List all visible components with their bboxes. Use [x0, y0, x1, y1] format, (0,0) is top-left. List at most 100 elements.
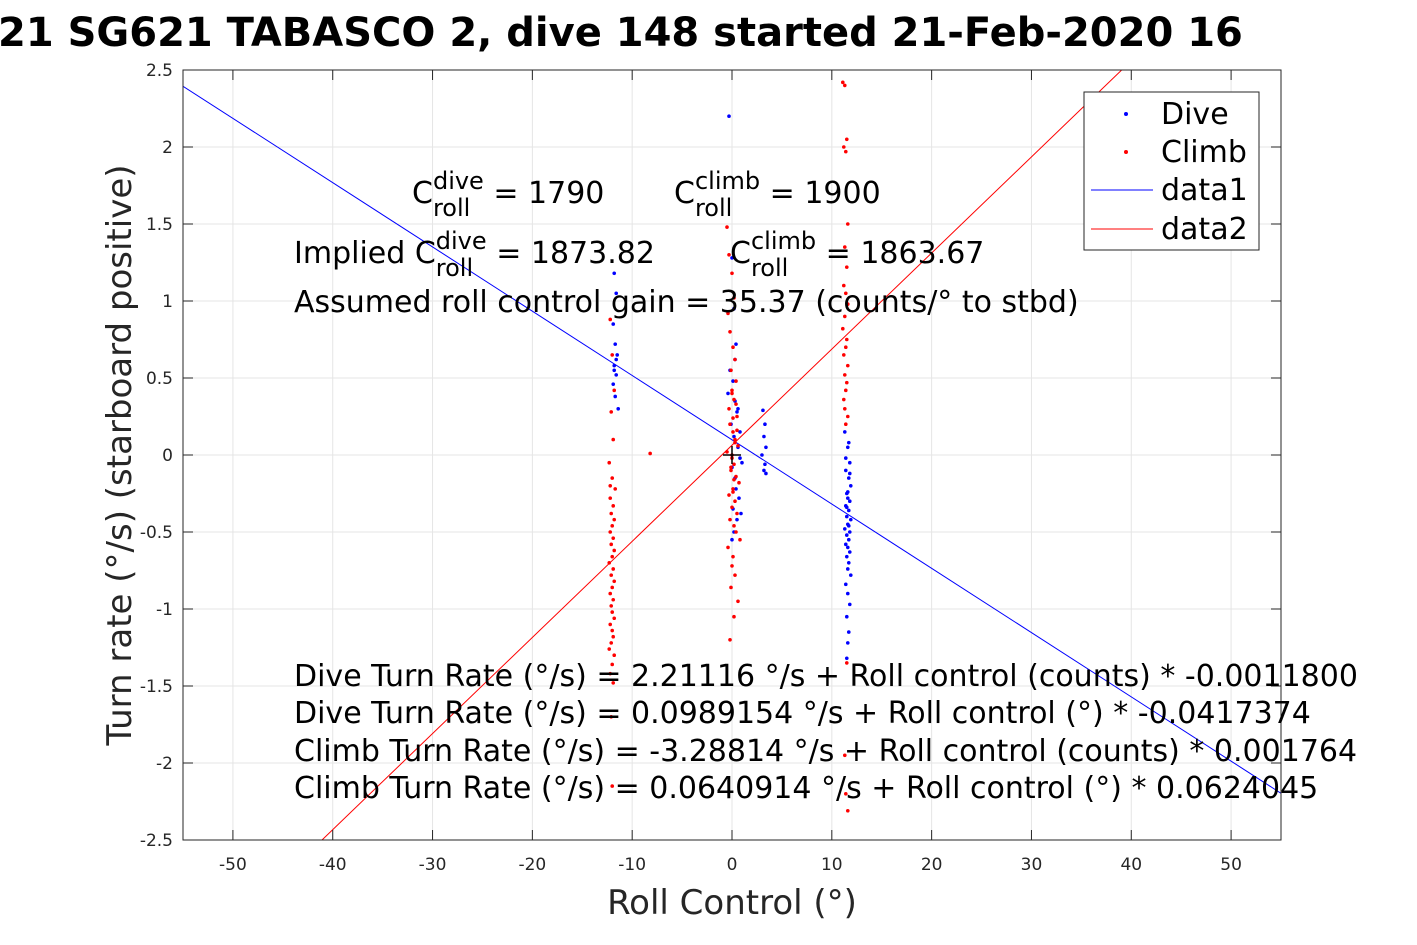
climb-point — [612, 548, 617, 553]
dive-point — [844, 614, 849, 619]
dive-point — [730, 537, 734, 542]
climb-point — [611, 597, 616, 602]
x-tick-label: 0 — [727, 855, 738, 875]
annotation-text: Dive Turn Rate (°/s) = 0.0989154 °/s + R… — [294, 696, 1311, 731]
dive-point — [847, 471, 852, 476]
dive-point — [848, 573, 853, 577]
annotation-5: Assumed roll control gain = 35.37 (count… — [294, 285, 1079, 320]
climb-point — [609, 542, 614, 547]
dive-point — [727, 114, 731, 118]
dive-point — [844, 656, 849, 661]
legend-marker-dive — [1124, 112, 1128, 116]
data-points — [607, 80, 853, 813]
climb-point — [608, 530, 613, 534]
climb-point — [734, 530, 738, 534]
annotation-superscript: dive — [436, 227, 487, 255]
x-tick-label: -40 — [319, 855, 347, 875]
annotation-text: C — [730, 236, 751, 271]
dive-point — [732, 306, 736, 311]
climb-point — [845, 414, 850, 419]
dive-point — [611, 322, 616, 326]
dive-point — [613, 342, 618, 346]
annotations: Cdive roll = 1790 Cclimb roll = 1900Implied… — [294, 167, 1358, 806]
climb-point — [731, 554, 735, 559]
climb-point — [607, 460, 612, 465]
dive-point — [843, 542, 848, 547]
dive-point — [846, 561, 851, 565]
annotation-text: Assumed roll control gain = 35.37 (count… — [294, 285, 1079, 320]
dive-point — [845, 641, 850, 645]
climb-point — [732, 397, 736, 402]
climb-point — [844, 661, 849, 665]
dive-point — [726, 391, 730, 396]
annotation-8: Climb Turn Rate (°/s) = -3.28814 °/s + R… — [294, 734, 1357, 769]
climb-point — [610, 610, 615, 614]
dive-point — [736, 407, 740, 411]
climb-point — [733, 440, 737, 445]
climb-point — [732, 614, 736, 619]
dive-point — [731, 379, 735, 383]
dive-point — [847, 530, 852, 534]
annotation-subscript: roll — [751, 254, 788, 282]
dive-point — [612, 271, 617, 276]
dive-point — [845, 490, 850, 494]
climb-point — [610, 476, 615, 480]
annotation-text: Implied C — [294, 236, 436, 271]
dive-point — [846, 476, 851, 480]
origin-marker — [723, 446, 741, 464]
climb-point — [842, 245, 847, 249]
dive-point — [848, 484, 853, 488]
climb-point — [845, 302, 850, 306]
climb-point — [611, 536, 616, 540]
climb-point — [733, 357, 737, 362]
annotation-text: C — [412, 176, 433, 211]
annotation-3: Implied Cdive roll = 1873.82 — [294, 227, 655, 282]
dive-point — [847, 499, 852, 504]
dive-point — [842, 527, 847, 531]
dive-point — [844, 514, 849, 519]
climb-point — [841, 397, 846, 402]
dive-point — [611, 382, 616, 386]
dive-point — [764, 471, 768, 476]
climb-point — [734, 474, 738, 479]
climb-point — [737, 480, 741, 485]
dive-point — [846, 508, 851, 513]
dive-point — [843, 456, 848, 460]
climb-point — [728, 422, 732, 427]
legend-label: data1 — [1161, 173, 1248, 208]
climb-point — [611, 504, 616, 508]
climb-point — [611, 681, 616, 685]
climb-point — [844, 137, 849, 142]
climb-point — [843, 291, 848, 296]
dive-point — [738, 430, 742, 434]
chart-title: 21 SG621 TABASCO 2, dive 148 started 21-… — [0, 10, 1243, 56]
x-tick-label: 50 — [1220, 855, 1242, 875]
climb-point — [608, 671, 613, 676]
dive-point — [847, 602, 852, 607]
climb-point — [843, 388, 848, 393]
dive-point — [730, 256, 734, 260]
climb-point — [725, 450, 729, 454]
legend-marker-climb — [1124, 150, 1128, 154]
annotation-text: = 1900 — [760, 176, 881, 211]
climb-point — [613, 487, 618, 491]
climb-point — [730, 388, 734, 393]
x-tick-label: 20 — [921, 855, 943, 875]
climb-point — [842, 314, 847, 319]
x-tick-label: 40 — [1120, 855, 1142, 875]
y-tick-label: 2 — [162, 138, 173, 158]
climb-point — [608, 591, 613, 596]
climb-point — [731, 490, 735, 494]
climb-point — [609, 604, 614, 608]
dive-point — [762, 434, 766, 439]
dive-point — [740, 460, 744, 465]
dive-point — [848, 517, 853, 522]
climb-point — [734, 379, 738, 383]
y-tick-label: -1 — [156, 600, 173, 620]
climb-point — [735, 414, 739, 419]
climb-point — [727, 493, 731, 497]
climb-point — [608, 317, 613, 322]
annotation-superscript: climb — [695, 167, 760, 195]
climb-point — [609, 715, 614, 719]
